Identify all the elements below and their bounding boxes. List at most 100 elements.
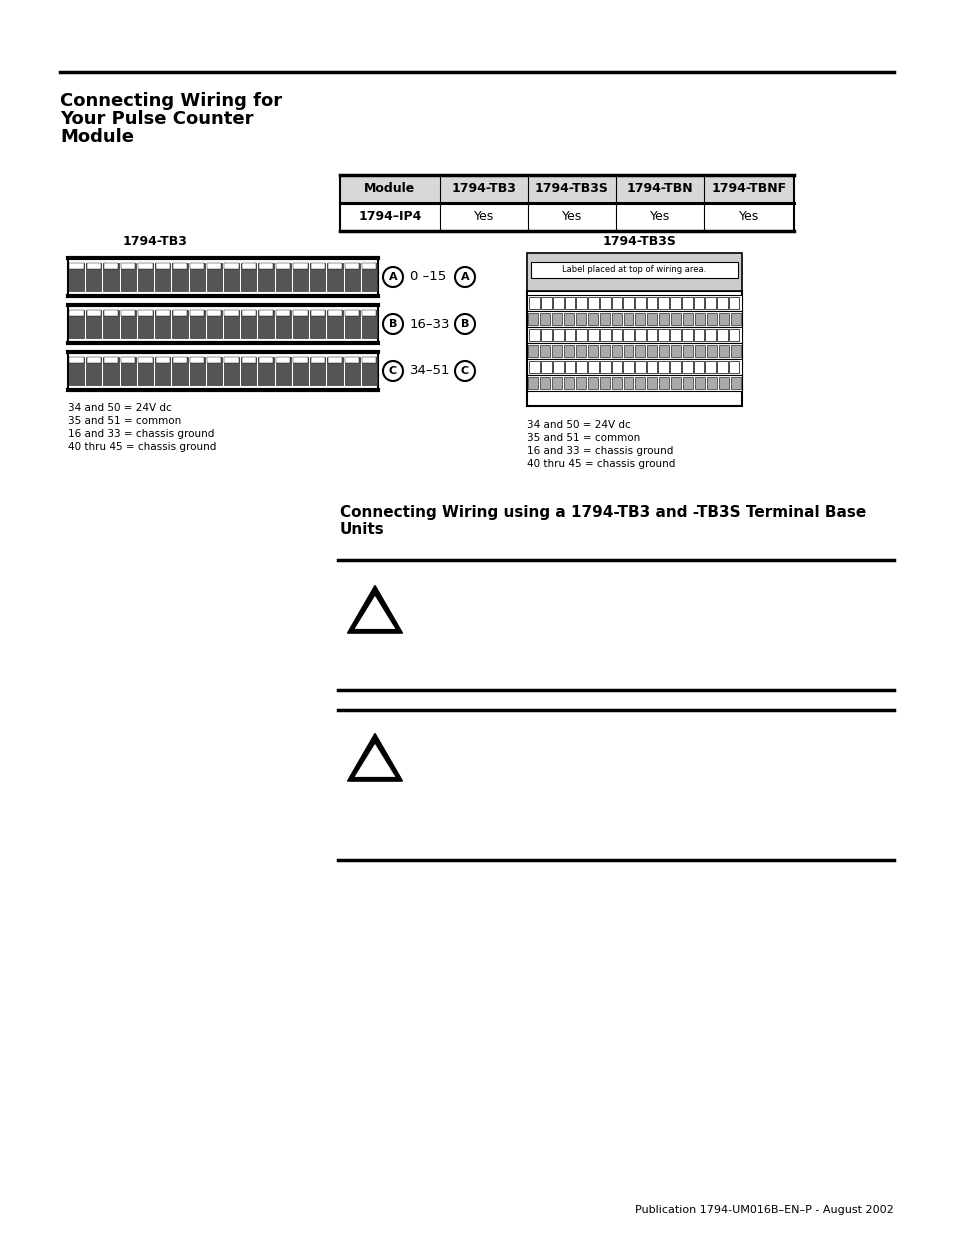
Bar xyxy=(704,361,716,373)
Bar xyxy=(104,263,118,269)
Bar xyxy=(576,377,585,389)
Bar xyxy=(671,377,680,389)
Bar xyxy=(172,310,188,338)
Bar xyxy=(241,357,255,363)
Bar xyxy=(69,357,84,385)
Bar xyxy=(224,357,238,363)
Bar xyxy=(658,361,668,373)
Bar xyxy=(327,263,342,291)
Bar xyxy=(695,312,704,325)
Text: 40 thru 45 = chassis ground: 40 thru 45 = chassis ground xyxy=(526,459,675,469)
Bar xyxy=(553,361,563,373)
Polygon shape xyxy=(347,585,402,634)
Bar xyxy=(258,357,274,385)
Bar xyxy=(551,345,561,357)
Bar xyxy=(172,263,187,269)
Bar xyxy=(104,310,118,316)
Bar xyxy=(611,345,621,357)
Bar xyxy=(659,345,669,357)
Bar xyxy=(682,377,693,389)
Bar xyxy=(294,357,307,363)
Bar xyxy=(241,357,256,385)
Bar xyxy=(120,310,135,338)
Bar xyxy=(311,357,324,363)
Bar xyxy=(622,329,634,341)
Bar xyxy=(646,361,657,373)
Bar xyxy=(730,377,740,389)
Bar xyxy=(327,357,342,385)
Bar xyxy=(529,361,539,373)
Bar xyxy=(635,377,645,389)
Bar xyxy=(526,343,741,359)
Circle shape xyxy=(455,361,475,382)
Bar xyxy=(258,263,273,269)
Text: Yes: Yes xyxy=(561,210,581,224)
Bar xyxy=(275,263,291,291)
Bar xyxy=(241,263,256,291)
Polygon shape xyxy=(355,745,395,777)
Text: 35 and 51 = common: 35 and 51 = common xyxy=(526,433,639,443)
Bar xyxy=(704,329,716,341)
Text: 34–51: 34–51 xyxy=(410,364,450,378)
Bar xyxy=(224,263,239,291)
Bar xyxy=(103,263,118,291)
Bar xyxy=(622,296,634,309)
Bar xyxy=(344,357,359,385)
Bar xyxy=(587,361,598,373)
Bar xyxy=(345,263,359,269)
Bar xyxy=(611,377,621,389)
Circle shape xyxy=(382,267,402,287)
Bar xyxy=(172,310,187,316)
Bar xyxy=(172,357,187,363)
Bar xyxy=(87,310,101,316)
Bar xyxy=(587,345,597,357)
Bar xyxy=(706,312,717,325)
Bar xyxy=(659,312,669,325)
Bar xyxy=(275,310,291,338)
Bar xyxy=(207,310,222,338)
Bar xyxy=(527,312,537,325)
Text: C: C xyxy=(460,366,469,375)
Bar xyxy=(361,310,376,338)
Text: 1794-TB3S: 1794-TB3S xyxy=(602,235,677,248)
Bar xyxy=(345,310,359,316)
Text: 34 and 50 = 24V dc: 34 and 50 = 24V dc xyxy=(526,420,630,430)
Circle shape xyxy=(455,267,475,287)
Bar xyxy=(172,357,188,385)
Text: Units: Units xyxy=(339,522,384,537)
Bar xyxy=(526,359,741,375)
Bar xyxy=(587,329,598,341)
Bar xyxy=(647,377,657,389)
Text: 16–33: 16–33 xyxy=(410,317,450,331)
Bar xyxy=(275,357,291,385)
Bar xyxy=(258,310,273,316)
Bar xyxy=(539,377,549,389)
Bar xyxy=(121,357,135,363)
Bar xyxy=(599,329,610,341)
Bar xyxy=(681,361,692,373)
Bar xyxy=(623,345,633,357)
Bar xyxy=(241,310,256,338)
Text: 0 –15: 0 –15 xyxy=(410,270,446,284)
Bar xyxy=(155,310,171,338)
Bar xyxy=(207,310,221,316)
Bar xyxy=(69,263,84,291)
Bar xyxy=(155,263,171,291)
Bar xyxy=(275,310,290,316)
Bar xyxy=(172,263,188,291)
Bar xyxy=(564,361,575,373)
Bar xyxy=(576,296,586,309)
Bar xyxy=(623,312,633,325)
Bar xyxy=(190,310,205,338)
Bar xyxy=(695,345,704,357)
Bar xyxy=(121,263,135,269)
Text: 1794-TBN: 1794-TBN xyxy=(626,183,693,195)
Bar xyxy=(681,329,692,341)
Bar xyxy=(190,310,204,316)
Bar xyxy=(635,329,645,341)
Bar xyxy=(553,296,563,309)
Bar xyxy=(526,327,741,343)
Bar xyxy=(155,310,170,316)
Bar xyxy=(138,357,152,363)
Bar xyxy=(224,357,239,385)
